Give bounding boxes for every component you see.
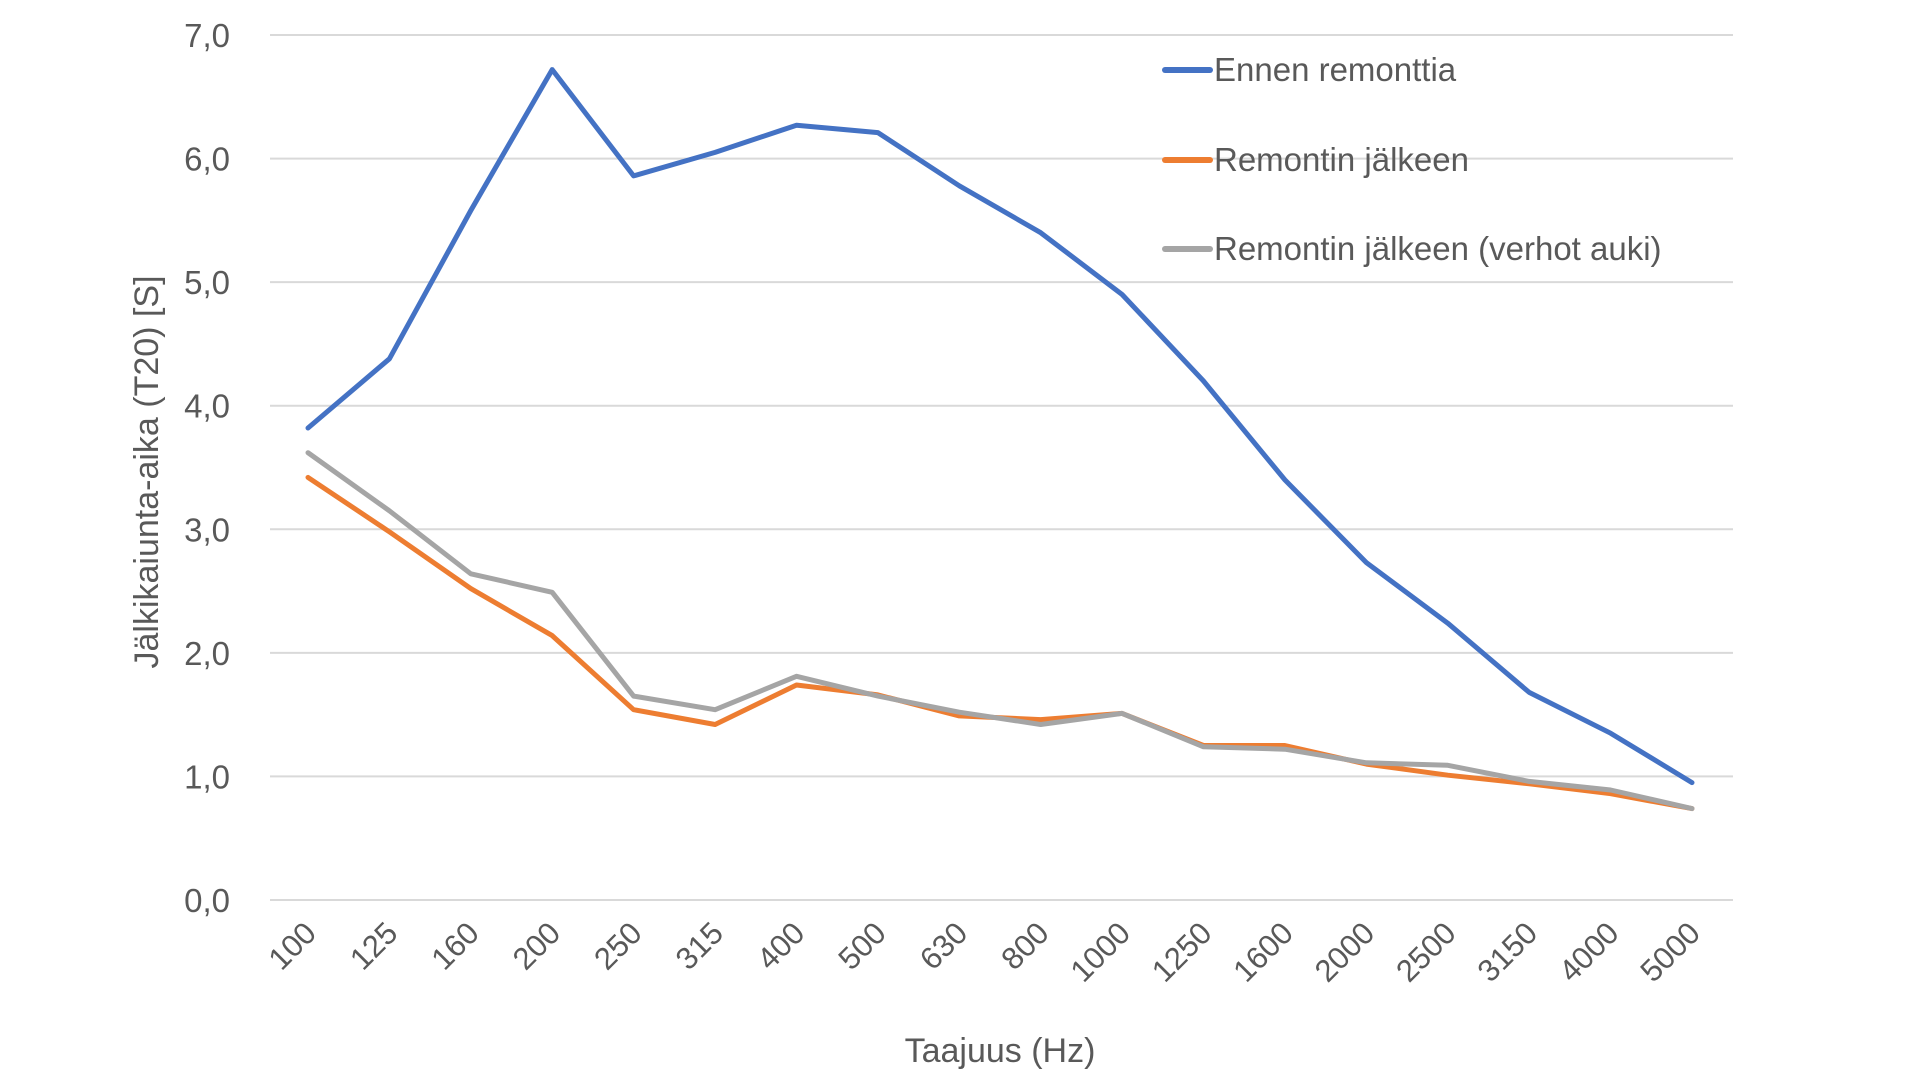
x-tick-label: 100 (262, 915, 323, 976)
x-tick-label: 250 (587, 915, 648, 976)
legend-item: Ennen remonttia (1162, 51, 1457, 88)
x-tick-label: 1250 (1145, 915, 1219, 989)
legend-item: Remontin jälkeen (1162, 141, 1469, 178)
y-tick-label: 1,0 (184, 758, 230, 795)
x-tick-label: 2000 (1308, 915, 1382, 989)
y-tick-label: 7,0 (184, 17, 230, 54)
legend-label: Remontin jälkeen (verhot auki) (1214, 230, 1662, 267)
y-tick-label: 5,0 (184, 264, 230, 301)
x-axis-ticks: 100 125 160 200 250 315 400 500 630 800 1000 1250 16… (262, 915, 1707, 989)
y-tick-label: 3,0 (184, 511, 230, 548)
x-tick-label: 4000 (1552, 915, 1626, 989)
x-tick-label: 3150 (1471, 915, 1545, 989)
legend: Ennen remonttia Remontin jälkeen Remontin … (1162, 51, 1662, 267)
x-tick-label: 315 (669, 915, 730, 976)
legend-item: Remontin jälkeen (verhot auki) (1162, 230, 1662, 267)
y-tick-label: 6,0 (184, 141, 230, 178)
y-axis-ticks: 0,0 1,0 2,0 3,0 4,0 5,0 6,0 7,0 (184, 17, 230, 919)
x-tick-label: 500 (832, 915, 893, 976)
x-tick-label: 160 (424, 915, 485, 976)
x-tick-label: 400 (750, 915, 811, 976)
series-line-3 (305, 450, 1695, 812)
series-lines (305, 67, 1695, 812)
x-tick-label: 630 (913, 915, 974, 976)
x-axis-title: Taajuus (Hz) (905, 1032, 1096, 1070)
x-tick-label: 5000 (1633, 915, 1707, 989)
y-tick-label: 4,0 (184, 388, 230, 425)
series-line-2 (305, 474, 1695, 812)
x-tick-label: 800 (994, 915, 1055, 976)
y-tick-label: 0,0 (184, 882, 230, 919)
legend-label: Ennen remonttia (1214, 51, 1457, 88)
gridlines (270, 34, 1733, 901)
x-tick-label: 200 (506, 915, 567, 976)
x-tick-label: 1000 (1064, 915, 1138, 989)
legend-label: Remontin jälkeen (1214, 141, 1469, 178)
series-line-1 (305, 67, 1695, 786)
x-tick-label: 125 (343, 915, 404, 976)
x-tick-label: 1600 (1226, 915, 1300, 989)
x-tick-label: 2500 (1389, 915, 1463, 989)
y-axis-title: Jälkikaiunta-aika (T20) [S] (128, 275, 166, 668)
y-tick-label: 2,0 (184, 635, 230, 672)
